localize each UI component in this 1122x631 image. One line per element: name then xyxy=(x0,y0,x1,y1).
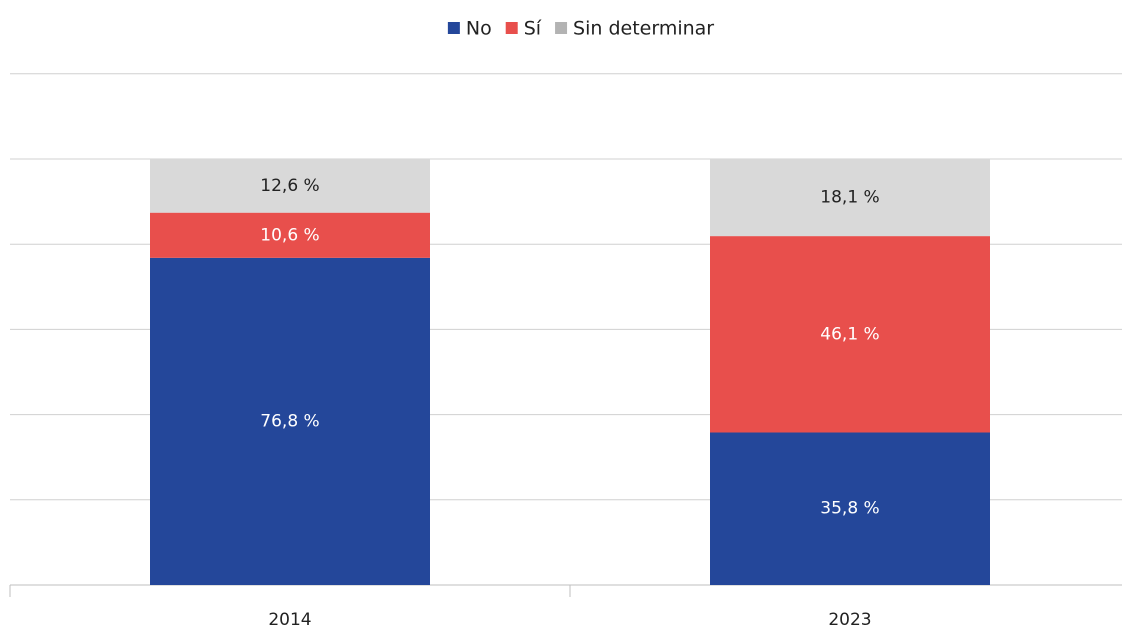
legend-label: Sí xyxy=(524,18,542,40)
legend-swatch xyxy=(447,22,460,34)
x-tick-label: 2023 xyxy=(828,610,871,630)
bar-segment xyxy=(150,257,430,585)
data-label: 12,6 % xyxy=(260,176,319,196)
data-label: 18,1 % xyxy=(820,188,879,208)
bar-segment xyxy=(150,159,430,213)
data-label: 10,6 % xyxy=(260,225,319,245)
x-tick-label: 2014 xyxy=(268,610,311,630)
legend-swatch xyxy=(505,22,518,34)
bar-segment xyxy=(710,432,990,585)
data-label: 76,8 % xyxy=(260,411,319,431)
legend-swatch xyxy=(555,22,568,34)
bar-segment xyxy=(710,159,990,237)
legend-label: Sin determinar xyxy=(573,18,714,40)
data-label: 35,8 % xyxy=(820,499,879,519)
legend-label: No xyxy=(466,18,492,40)
data-label: 46,1 % xyxy=(820,324,879,344)
bar-segment xyxy=(710,236,990,433)
bar-segment xyxy=(150,212,430,258)
